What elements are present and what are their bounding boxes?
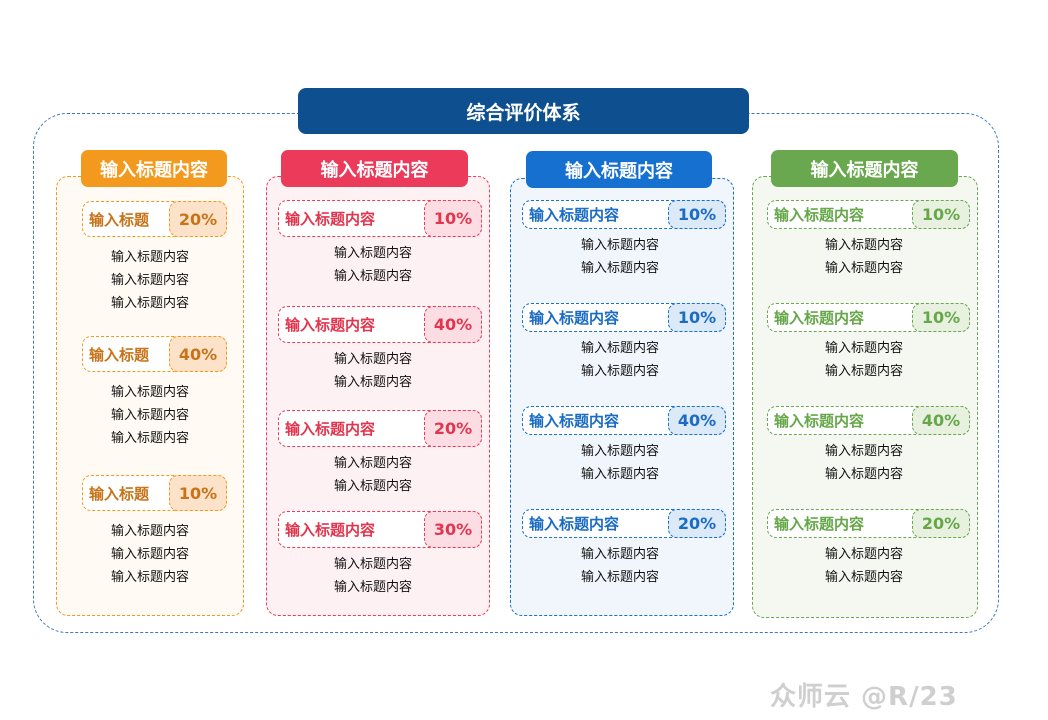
item-title: 输入标题内容 (529, 412, 620, 430)
item-line: 输入标题内容 (333, 479, 412, 494)
percent-badge: 10% (169, 475, 227, 511)
column-panel (510, 178, 734, 616)
percent-badge: 10% (668, 200, 726, 229)
main-title: 综合评价体系 (298, 88, 749, 134)
item-heading: 输入标题内容 30% (278, 511, 482, 548)
item-line: 输入标题内容 (333, 456, 412, 471)
column-panel (752, 176, 978, 618)
percent-badge: 40% (668, 406, 726, 435)
item-heading: 输入标题内容 20% (278, 410, 482, 447)
item-heading: 输入标题内容 40% (522, 406, 726, 435)
item-title: 输入标题内容 (285, 420, 376, 438)
item-line: 输入标题内容 (333, 269, 412, 284)
item-heading: 输入标题内容 10% (767, 303, 970, 332)
item-heading: 输入标题内容 10% (278, 200, 482, 237)
percent-badge: 20% (169, 201, 227, 237)
item-title: 输入标题内容 (774, 206, 865, 224)
item-line: 输入标题内容 (110, 570, 189, 585)
item-heading: 输入标题内容 20% (522, 509, 726, 538)
column-panel (56, 176, 244, 616)
item-line: 输入标题内容 (333, 557, 412, 572)
item-line: 输入标题内容 (110, 385, 189, 400)
item-line: 输入标题内容 (580, 444, 659, 459)
item-line: 输入标题内容 (580, 570, 659, 585)
item-title: 输入标题 (89, 484, 150, 503)
item-line: 输入标题内容 (110, 273, 189, 288)
item-line: 输入标题内容 (580, 261, 659, 276)
item-line: 输入标题内容 (824, 261, 903, 276)
item-title: 输入标题内容 (529, 206, 620, 224)
item-line: 输入标题内容 (333, 580, 412, 595)
percent-badge: 40% (169, 336, 227, 372)
percent-badge: 40% (912, 406, 970, 435)
percent-badge: 10% (668, 303, 726, 332)
item-line: 输入标题内容 (824, 444, 903, 459)
percent-badge: 20% (424, 410, 482, 447)
item-title: 输入标题内容 (529, 309, 620, 327)
item-line: 输入标题内容 (824, 341, 903, 356)
watermark: 众师云 @R/23 (770, 682, 958, 712)
item-heading: 输入标题 10% (82, 475, 227, 511)
item-title: 输入标题 (89, 345, 150, 364)
item-line: 输入标题内容 (110, 547, 189, 562)
item-title: 输入标题内容 (774, 309, 865, 327)
item-line: 输入标题内容 (333, 375, 412, 390)
item-line: 输入标题内容 (110, 524, 189, 539)
column-header: 输入标题内容 (81, 150, 227, 187)
item-heading: 输入标题内容 10% (522, 303, 726, 332)
item-line: 输入标题内容 (580, 547, 659, 562)
item-line: 输入标题内容 (110, 250, 189, 265)
item-line: 输入标题内容 (110, 296, 189, 311)
item-title: 输入标题内容 (285, 316, 376, 334)
item-heading: 输入标题内容 10% (767, 200, 970, 229)
item-line: 输入标题内容 (824, 547, 903, 562)
item-title: 输入标题内容 (285, 521, 376, 539)
item-title: 输入标题内容 (285, 210, 376, 228)
percent-badge: 10% (424, 200, 482, 237)
percent-badge: 10% (912, 303, 970, 332)
percent-badge: 30% (424, 511, 482, 548)
item-heading: 输入标题内容 40% (278, 306, 482, 343)
item-heading: 输入标题 40% (82, 336, 227, 372)
percent-badge: 20% (912, 509, 970, 538)
item-line: 输入标题内容 (333, 352, 412, 367)
percent-badge: 10% (912, 200, 970, 229)
column-header: 输入标题内容 (281, 150, 468, 187)
item-heading: 输入标题 20% (82, 201, 227, 237)
item-heading: 输入标题内容 10% (522, 200, 726, 229)
item-line: 输入标题内容 (580, 238, 659, 253)
item-line: 输入标题内容 (580, 364, 659, 379)
item-line: 输入标题内容 (110, 431, 189, 446)
item-line: 输入标题内容 (580, 467, 659, 482)
item-title: 输入标题内容 (529, 515, 620, 533)
item-title: 输入标题内容 (774, 412, 865, 430)
item-line: 输入标题内容 (824, 364, 903, 379)
item-title: 输入标题内容 (774, 515, 865, 533)
item-line: 输入标题内容 (824, 570, 903, 585)
percent-badge: 40% (424, 306, 482, 343)
item-line: 输入标题内容 (580, 341, 659, 356)
item-line: 输入标题内容 (110, 408, 189, 423)
column-header: 输入标题内容 (771, 150, 958, 187)
item-line: 输入标题内容 (824, 238, 903, 253)
item-title: 输入标题 (89, 210, 150, 229)
percent-badge: 20% (668, 509, 726, 538)
item-line: 输入标题内容 (824, 467, 903, 482)
column-header: 输入标题内容 (526, 151, 712, 188)
item-line: 输入标题内容 (333, 246, 412, 261)
item-heading: 输入标题内容 40% (767, 406, 970, 435)
item-heading: 输入标题内容 20% (767, 509, 970, 538)
